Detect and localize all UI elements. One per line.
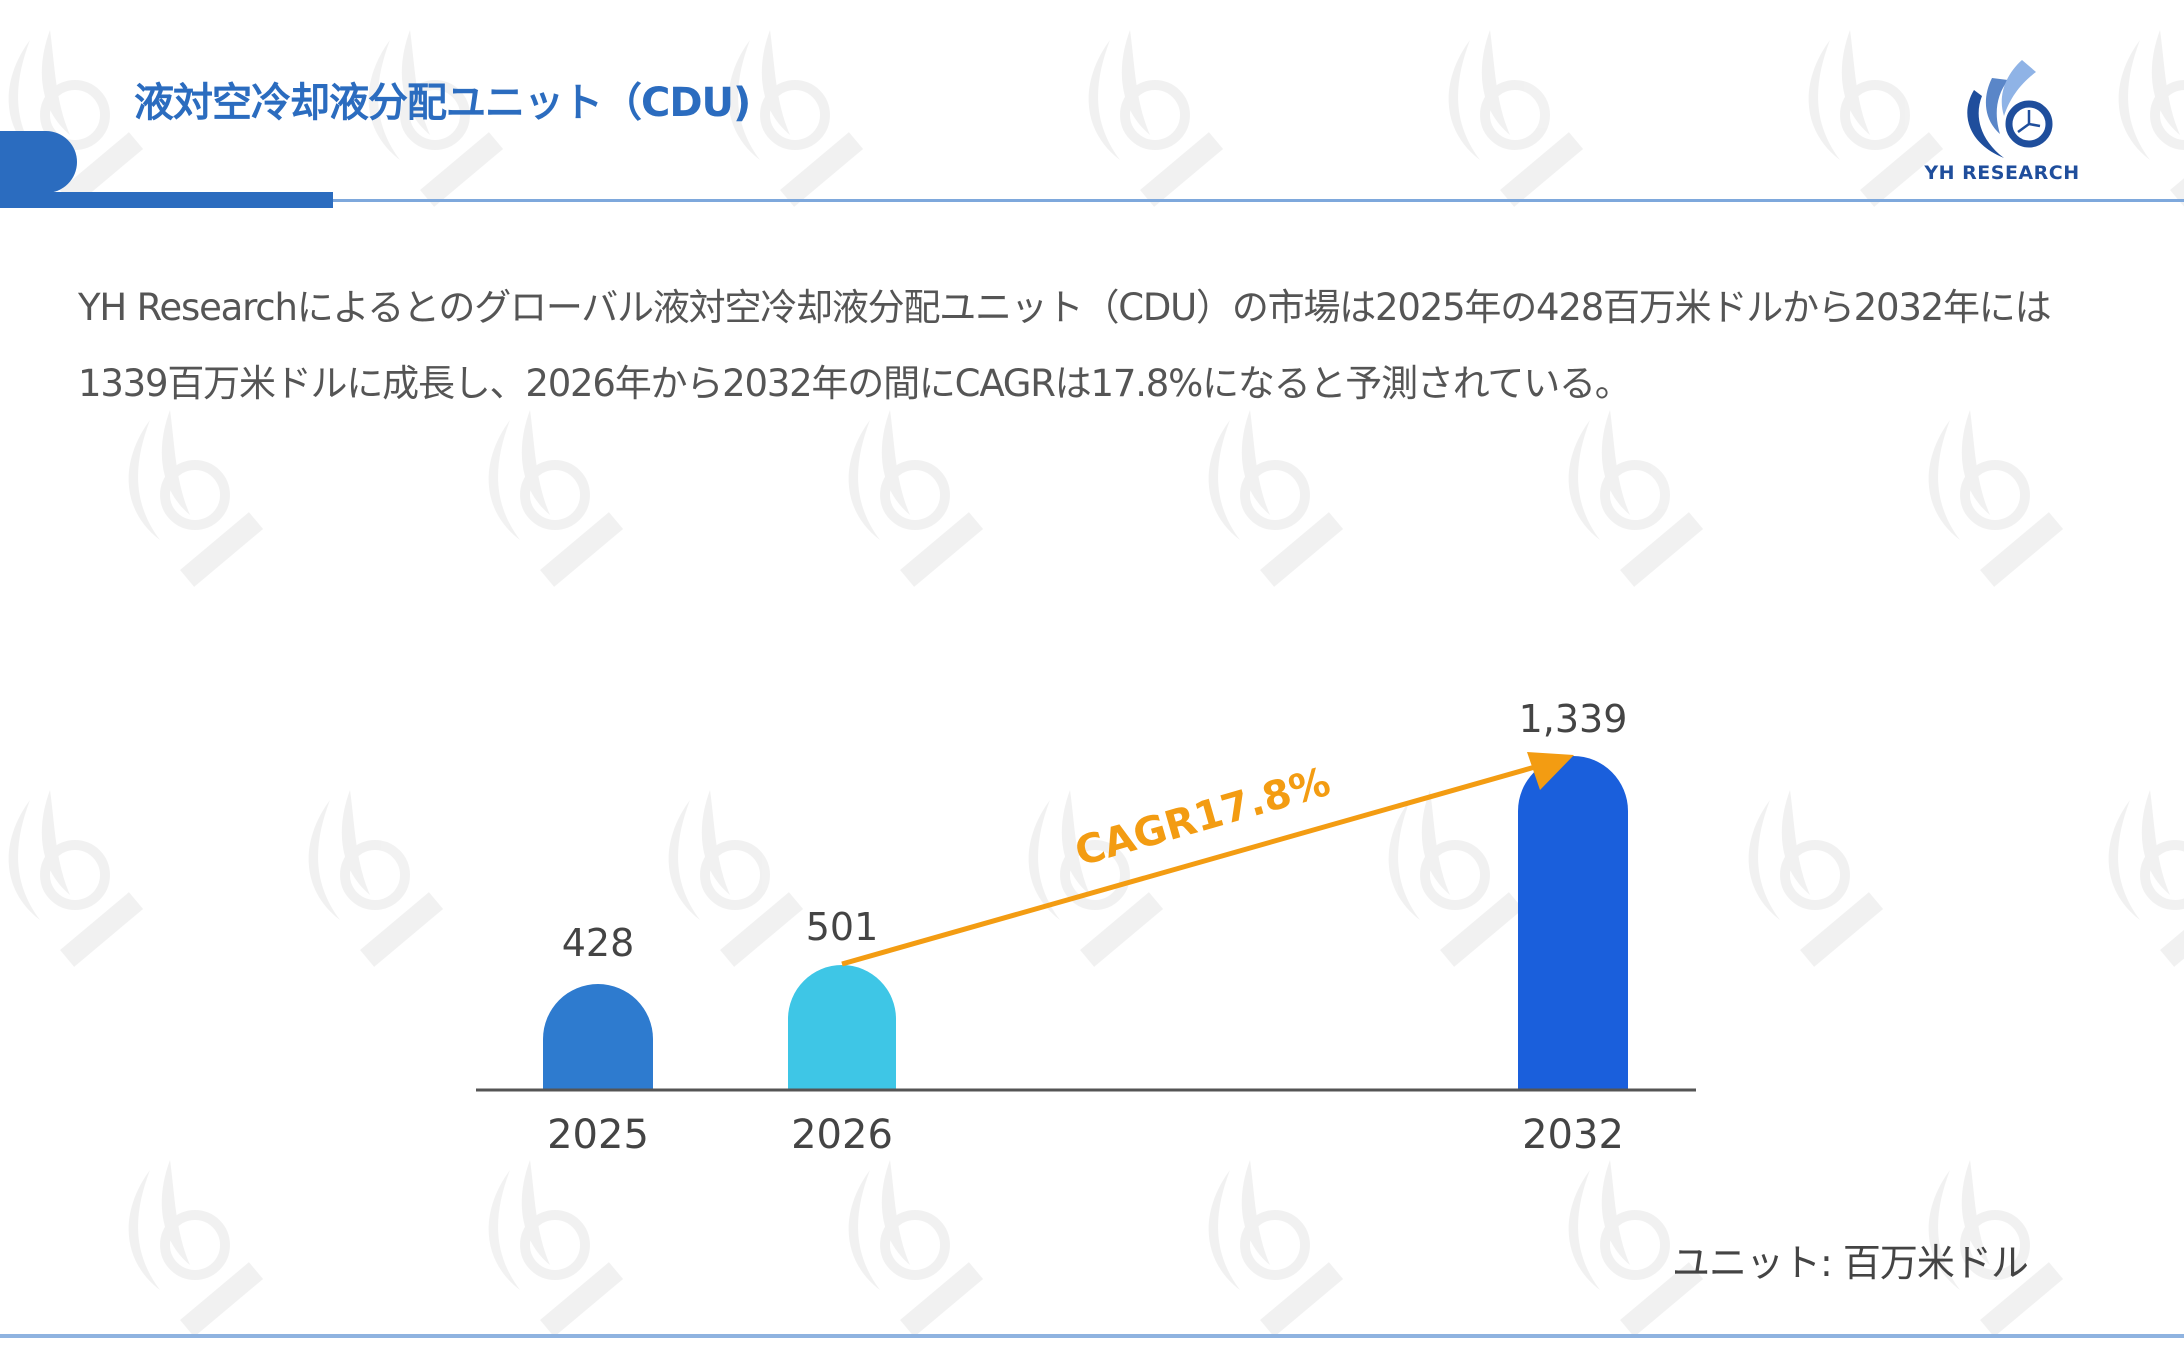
category-label-2032: 2032	[1522, 1112, 1624, 1158]
value-label-2026: 501	[806, 905, 879, 949]
cagr-label: CAGR17.8%	[1070, 759, 1335, 876]
category-label-2025: 2025	[547, 1112, 649, 1158]
value-label-2025: 428	[562, 921, 635, 965]
market-description: YH Researchによるとのグローバル液対空冷却液分配ユニット（CDU）の市…	[78, 286, 2052, 405]
unit-label: ユニット: 百万米ドル	[1672, 1241, 2029, 1285]
header-underline-bar	[0, 192, 333, 208]
footer-divider	[0, 1334, 2184, 1338]
header-tab-accent	[0, 131, 77, 193]
value-label-2032: 1,339	[1519, 697, 1628, 741]
cagr-arrowhead-icon	[1527, 752, 1574, 790]
logo-text: YH RESEARCH	[1924, 162, 2080, 184]
cagr-arrow	[841, 764, 1536, 967]
bar-2032	[1518, 756, 1628, 1090]
bar-2025	[543, 984, 653, 1090]
header-divider	[333, 199, 2184, 202]
brand-logo: YH RESEARCH	[1912, 58, 2092, 184]
yh-research-logo-icon	[1967, 60, 2053, 158]
page-title: 液対空冷却液分配ユニット（CDU)	[134, 80, 751, 126]
bar-2026	[788, 965, 896, 1090]
category-label-2026: 2026	[791, 1112, 893, 1158]
